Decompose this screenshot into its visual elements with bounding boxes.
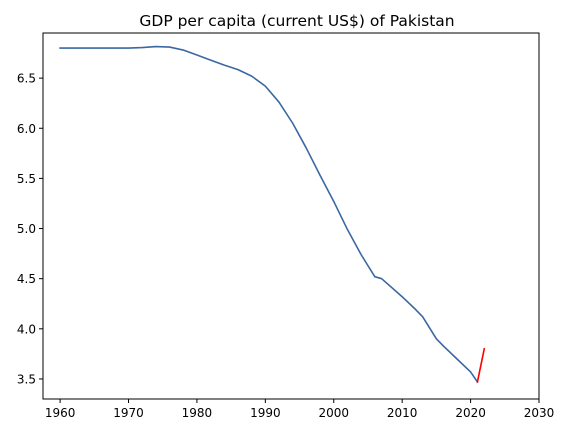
- series-layer: [59, 45, 486, 384]
- chart-title: GDP per capita (current US$) of Pakistan: [139, 12, 454, 30]
- x-tick-label: 1960: [45, 406, 76, 420]
- y-tick-label: 6.0: [17, 122, 36, 136]
- y-tick-label: 5.0: [17, 222, 36, 236]
- y-tick-label: 6.5: [17, 72, 36, 86]
- x-tick-label: 1990: [250, 406, 281, 420]
- x-tick-label: 2030: [524, 406, 555, 420]
- y-tick-label: 4.5: [17, 272, 36, 286]
- x-tick-label: 1980: [182, 406, 213, 420]
- x-tick-label: 2020: [455, 406, 486, 420]
- x-tick-label: 2000: [318, 406, 349, 420]
- y-tick-label: 4.0: [17, 322, 36, 336]
- plot-frame: [42, 32, 540, 400]
- series-line-1: [476, 347, 486, 383]
- x-tick-label: 1970: [113, 406, 144, 420]
- series-line-0: [59, 45, 479, 384]
- y-tick-label: 3.5: [17, 372, 36, 386]
- x-tick-label: 2010: [387, 406, 418, 420]
- x-axis: 1960 1970 1980 1990 2000 2010 2020 2030: [45, 399, 554, 420]
- y-tick-label: 5.5: [17, 172, 36, 186]
- y-axis: 3.5 4.0 4.5 5.0 5.5 6.0 6.5: [17, 72, 43, 386]
